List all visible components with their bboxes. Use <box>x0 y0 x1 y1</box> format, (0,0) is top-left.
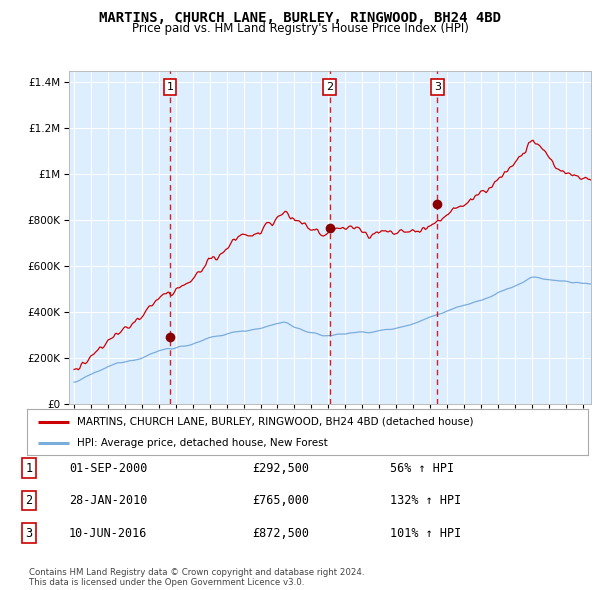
Text: This data is licensed under the Open Government Licence v3.0.: This data is licensed under the Open Gov… <box>29 578 304 587</box>
Text: MARTINS, CHURCH LANE, BURLEY, RINGWOOD, BH24 4BD (detached house): MARTINS, CHURCH LANE, BURLEY, RINGWOOD, … <box>77 417 474 427</box>
Text: 101% ↑ HPI: 101% ↑ HPI <box>390 526 461 540</box>
Text: 3: 3 <box>434 82 441 92</box>
Text: 2: 2 <box>25 494 32 507</box>
Text: 10-JUN-2016: 10-JUN-2016 <box>69 526 148 540</box>
Text: 56% ↑ HPI: 56% ↑ HPI <box>390 461 454 475</box>
Text: 3: 3 <box>25 526 32 540</box>
Text: £765,000: £765,000 <box>252 494 309 507</box>
Text: £872,500: £872,500 <box>252 526 309 540</box>
Text: Contains HM Land Registry data © Crown copyright and database right 2024.: Contains HM Land Registry data © Crown c… <box>29 568 364 576</box>
Text: HPI: Average price, detached house, New Forest: HPI: Average price, detached house, New … <box>77 438 328 448</box>
Text: 1: 1 <box>25 461 32 475</box>
Text: Price paid vs. HM Land Registry's House Price Index (HPI): Price paid vs. HM Land Registry's House … <box>131 22 469 35</box>
Text: 01-SEP-2000: 01-SEP-2000 <box>69 461 148 475</box>
Text: £292,500: £292,500 <box>252 461 309 475</box>
Text: 2: 2 <box>326 82 333 92</box>
Text: 28-JAN-2010: 28-JAN-2010 <box>69 494 148 507</box>
Text: 1: 1 <box>167 82 173 92</box>
Text: MARTINS, CHURCH LANE, BURLEY, RINGWOOD, BH24 4BD: MARTINS, CHURCH LANE, BURLEY, RINGWOOD, … <box>99 11 501 25</box>
Text: 132% ↑ HPI: 132% ↑ HPI <box>390 494 461 507</box>
